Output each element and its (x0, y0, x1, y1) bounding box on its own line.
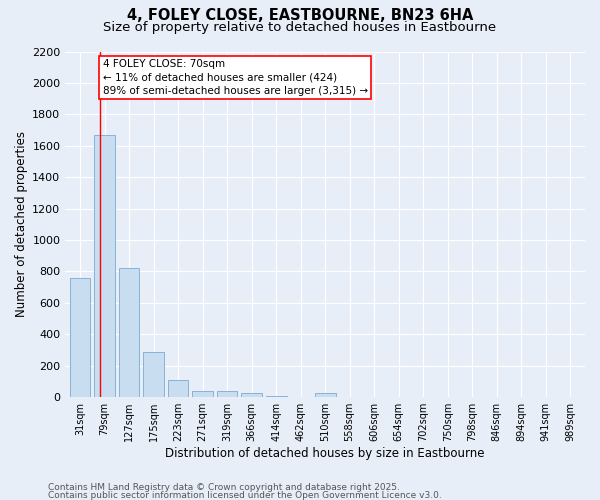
Bar (241, 394, 262, 397)
Text: 4, FOLEY CLOSE, EASTBOURNE, BN23 6HA: 4, FOLEY CLOSE, EASTBOURNE, BN23 6HA (127, 8, 473, 22)
Bar (217, 391, 238, 397)
Bar (192, 391, 213, 397)
Text: Size of property relative to detached houses in Eastbourne: Size of property relative to detached ho… (103, 21, 497, 34)
Bar (266, 396, 287, 397)
Bar (70, 278, 91, 397)
Bar (94, 135, 115, 397)
Bar (167, 380, 188, 397)
Bar (143, 352, 164, 397)
Y-axis label: Number of detached properties: Number of detached properties (15, 132, 28, 318)
Text: Contains public sector information licensed under the Open Government Licence v3: Contains public sector information licen… (48, 490, 442, 500)
Bar (315, 394, 335, 397)
Text: Contains HM Land Registry data © Crown copyright and database right 2025.: Contains HM Land Registry data © Crown c… (48, 484, 400, 492)
Bar (119, 268, 139, 397)
X-axis label: Distribution of detached houses by size in Eastbourne: Distribution of detached houses by size … (166, 447, 485, 460)
Text: 4 FOLEY CLOSE: 70sqm
← 11% of detached houses are smaller (424)
89% of semi-deta: 4 FOLEY CLOSE: 70sqm ← 11% of detached h… (103, 60, 368, 96)
